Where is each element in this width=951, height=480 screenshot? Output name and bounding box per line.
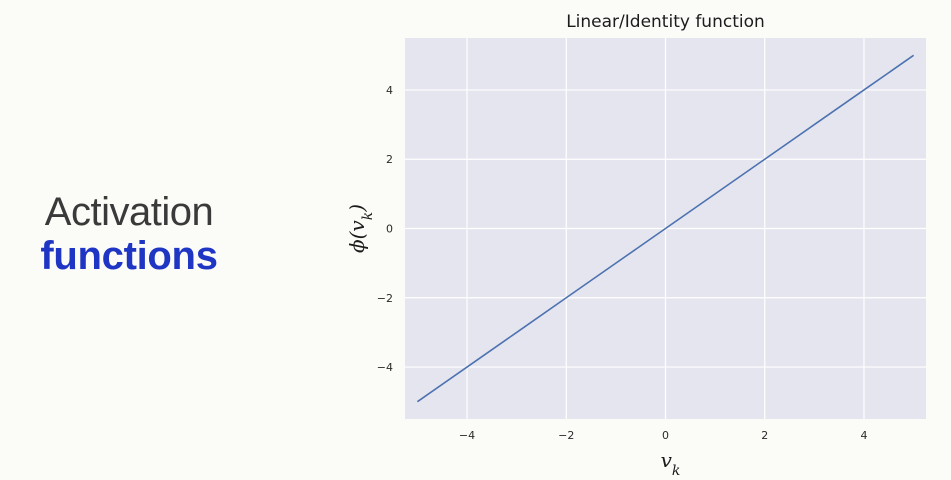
x-tick-label: 0 [662, 429, 669, 442]
y-axis-label: ϕ(vk) [345, 204, 376, 253]
y-tick-label: 2 [386, 153, 393, 166]
series-line [416, 54, 915, 403]
tick-labels: −4 −2 0 2 4 −4 −2 0 2 4 [377, 84, 868, 442]
y-tick-label: −2 [377, 292, 393, 305]
slide-title-line2: functions [40, 234, 218, 278]
x-tick-label: 4 [860, 429, 867, 442]
slide-title-line1: Activation [44, 190, 214, 234]
x-tick-label: 2 [761, 429, 768, 442]
slide-title: Activation functions [0, 190, 258, 278]
y-tick-label: −4 [377, 361, 393, 374]
x-tick-label: −2 [558, 429, 574, 442]
y-tick-label: 0 [386, 223, 393, 236]
x-tick-label: −4 [459, 429, 475, 442]
y-tick-label: 4 [386, 84, 393, 97]
chart-title: Linear/Identity function [566, 12, 765, 32]
x-axis-label: vk [661, 448, 681, 479]
series-layer [416, 54, 915, 403]
